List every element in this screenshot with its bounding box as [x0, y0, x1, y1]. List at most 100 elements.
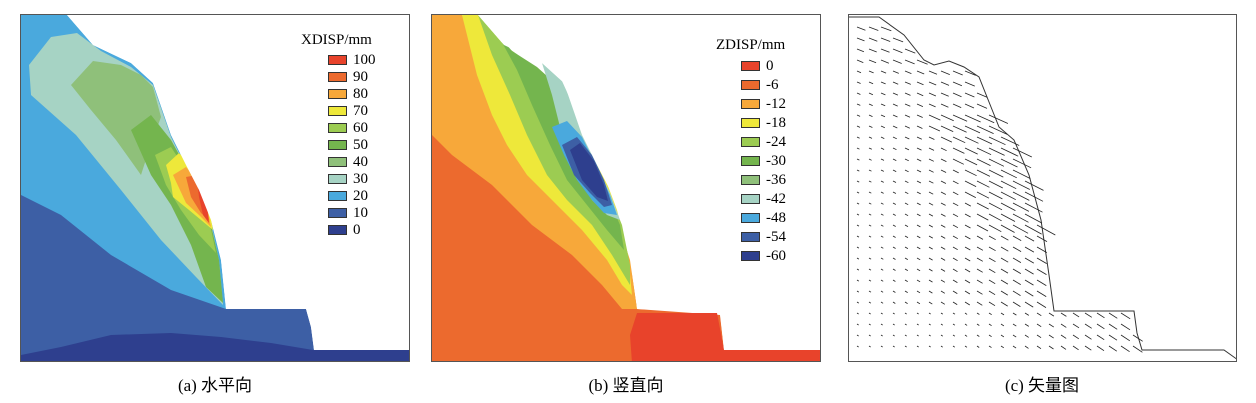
vector-arrow: [856, 213, 860, 216]
vector-arrow: [952, 257, 958, 262]
vector-arrow: [892, 59, 902, 64]
vector-arrow: [1012, 345, 1017, 349]
vector-arrow: [880, 224, 884, 227]
vector-arrow: [964, 279, 971, 284]
panel-horizontal-displacement: XDISP/mm 100 90 80 70 60 50 40 30 20 10 …: [20, 14, 410, 362]
vector-arrow: [868, 158, 872, 161]
vector-arrow: [964, 92, 975, 98]
vector-arrow: [952, 202, 959, 207]
vector-arrow: [856, 279, 860, 282]
vector-arrow: [952, 180, 959, 185]
legend-tick: -36: [766, 172, 786, 188]
vector-arrow: [940, 202, 946, 206]
vector-arrow: [1000, 202, 1016, 211]
vector-arrow: [952, 224, 959, 229]
vector-arrow: [1036, 345, 1042, 350]
vector-arrow: [1108, 312, 1118, 319]
vector-arrow: [916, 180, 922, 184]
legend-tick: -48: [766, 210, 786, 226]
vector-arrow: [940, 290, 946, 294]
vector-arrow: [916, 246, 921, 250]
vector-arrow: [916, 191, 921, 195]
vector-arrow: [1036, 312, 1042, 317]
vector-arrow: [856, 246, 860, 249]
vector-arrow: [880, 312, 883, 315]
vector-arrow: [880, 345, 883, 348]
vector-arrow: [868, 246, 872, 249]
vector-arrow: [976, 158, 991, 166]
vector-arrow: [868, 37, 878, 42]
vector-arrow: [1024, 202, 1043, 213]
vector-arrow: [892, 213, 896, 216]
vector-arrow: [988, 169, 1004, 178]
vector-arrow: [940, 224, 946, 228]
vector-arrow: [880, 268, 884, 271]
vector-arrow: [928, 70, 938, 75]
vector-arrow: [1072, 323, 1080, 329]
caption-b: (b) 竖直向: [588, 376, 664, 395]
vector-arrow: [892, 334, 895, 337]
vector-arrow: [880, 37, 891, 42]
vector-arrow: [928, 345, 931, 348]
vector-arrow: [1012, 169, 1031, 179]
vector-arrow: [880, 191, 884, 194]
vector-arrow: [892, 81, 899, 85]
vector-arrow: [916, 224, 921, 228]
vector-arrow: [976, 257, 983, 262]
vector-arrow: [916, 125, 923, 129]
vector-arrow: [916, 147, 922, 151]
vector-arrow: [964, 257, 971, 262]
vector-arrow: [928, 147, 935, 151]
vector-arrow: [904, 103, 911, 107]
vector-arrow: [868, 169, 872, 172]
vector-arrow: [1012, 301, 1021, 307]
vector-arrow: [880, 48, 890, 53]
vector-arrow: [892, 202, 896, 205]
vector-arrow: [940, 147, 947, 152]
vector-arrow: [892, 268, 896, 271]
legend-tick: -18: [766, 115, 786, 131]
legend-swatch: [741, 251, 760, 261]
vector-arrow: [916, 202, 921, 206]
vector-arrow: [988, 257, 996, 263]
legend-swatch: [328, 89, 347, 99]
vector-arrow: [964, 301, 971, 306]
legend-zdisp: ZDISP/mm 0 -6 -12 -18 -24 -30 -36 -42 -4…: [432, 15, 820, 361]
vector-arrow: [952, 334, 956, 337]
vector-arrow: [856, 312, 859, 315]
vector-arrow: [856, 114, 861, 117]
vector-arrow: [856, 70, 862, 74]
vector-arrow: [856, 92, 861, 95]
legend-tick: 30: [353, 171, 368, 187]
legend-tick: 100: [353, 52, 376, 68]
vector-arrow: [880, 158, 885, 161]
vector-arrow: [904, 169, 909, 173]
vector-arrow: [1012, 158, 1032, 169]
vector-arrow: [1072, 345, 1079, 351]
vector-arrow: [1024, 213, 1043, 224]
vector-arrow: [952, 136, 966, 144]
vector-arrow: [916, 213, 921, 217]
vector-arrow: [1060, 345, 1067, 350]
vector-arrow: [1036, 235, 1048, 242]
vector-arrow: [892, 246, 896, 249]
vector-arrow: [856, 48, 865, 53]
vector-arrow: [904, 334, 907, 337]
vector-arrow: [856, 37, 865, 42]
vector-arrow: [880, 147, 885, 150]
vector-arrow: [904, 279, 908, 282]
vector-arrow: [868, 48, 877, 53]
vector-arrow: [976, 279, 983, 284]
legend-tick: 0: [353, 222, 361, 238]
vector-arrow: [880, 26, 892, 32]
vector-arrow: [892, 323, 895, 326]
vector-arrow: [904, 81, 911, 85]
legend-tick: -30: [766, 153, 786, 169]
vector-arrow: [952, 103, 962, 108]
vector-arrow: [928, 114, 941, 121]
vector-arrow: [964, 312, 968, 315]
vector-arrow: [1036, 301, 1047, 308]
vector-arrow: [964, 114, 981, 123]
vector-arrow: [1036, 279, 1047, 286]
vector-arrow: [988, 301, 996, 307]
